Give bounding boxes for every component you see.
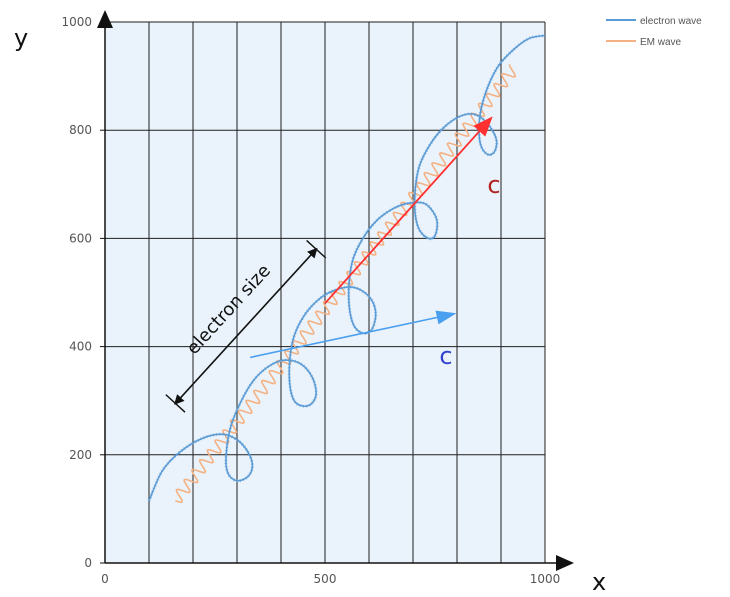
em-velocity-label: c	[487, 171, 500, 199]
x-tick-label: 500	[314, 572, 337, 586]
electron-velocity-arrow	[250, 310, 457, 359]
y-tick-label: 200	[69, 448, 92, 462]
electron-size-end-cap	[165, 394, 186, 413]
legend: electron wave EM wave	[606, 16, 702, 48]
em-wave-line	[175, 64, 517, 504]
electron-size-dimension-arrow	[174, 247, 318, 405]
y-axis-label: y	[14, 24, 28, 52]
electron-size-end-cap	[306, 239, 327, 259]
y-tick-label: 1000	[61, 15, 92, 29]
x-tick-label: 0	[101, 572, 109, 586]
y-tick-label: 600	[69, 231, 92, 245]
em-velocity-arrow	[324, 116, 493, 304]
y-tick-label: 400	[69, 340, 92, 354]
y-tick-label: 800	[69, 123, 92, 137]
x-tick-label: 1000	[530, 572, 561, 586]
electron-velocity-label: c	[439, 342, 452, 370]
legend-label-electron-wave: electron wave	[640, 16, 702, 27]
x-axis-label: x	[592, 568, 606, 596]
legend-label-em-wave: EM wave	[640, 37, 682, 48]
y-tick-label: 0	[84, 556, 92, 570]
